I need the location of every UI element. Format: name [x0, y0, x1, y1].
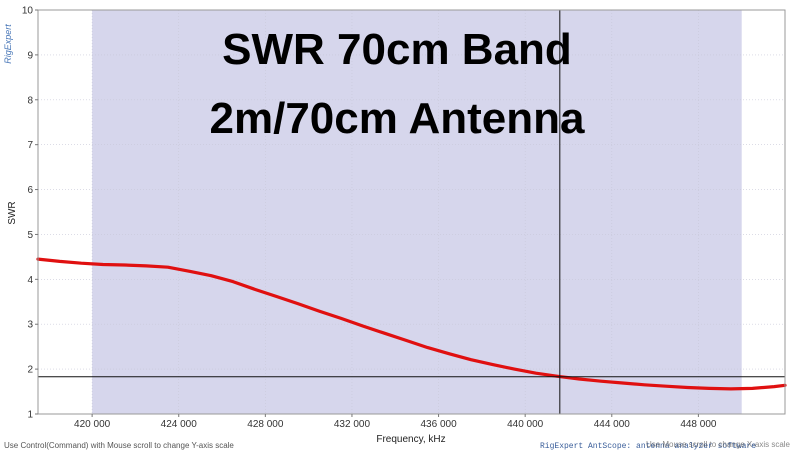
cursor-layer [38, 10, 785, 414]
chart-title: SWR 70cm Band [222, 25, 572, 74]
y-tick-label: 10 [22, 6, 34, 17]
y-tick-label: 8 [27, 95, 33, 106]
y-tick-label: 6 [27, 185, 33, 196]
x-tick-label: 440 000 [507, 419, 544, 430]
y-tick-labels: 1 2 3 4 5 6 7 8 9 10 [22, 6, 38, 421]
footer-right-credit: RigExpert AntScope: antenna analyzer sof… [540, 442, 756, 451]
y-tick-label: 3 [27, 320, 33, 331]
x-tick-label: 436 000 [420, 419, 457, 430]
y-axis-title: SWR [7, 201, 18, 224]
x-tick-labels: 420 000 424 000 428 000 432 000 436 000 440 0… [74, 414, 717, 430]
x-tick-label: 432 000 [334, 419, 371, 430]
x-tick-label: 444 000 [594, 419, 631, 430]
x-tick-label: 420 000 [74, 419, 111, 430]
brand-logo: RigExpert [3, 24, 13, 64]
footer-scroll-hint: Use Mouse scroll to change X-axis scale [646, 440, 791, 449]
y-tick-label: 2 [27, 365, 33, 376]
y-tick-label: 4 [27, 275, 33, 286]
y-tick-label: 7 [27, 140, 33, 151]
chart-subtitle: 2m/70cm Antenna [210, 94, 585, 143]
y-tick-label: 1 [27, 410, 33, 421]
x-axis-title: Frequency, kHz [376, 434, 445, 445]
highlight-band-layer [92, 10, 742, 414]
x-tick-label: 448 000 [680, 419, 717, 430]
grid-layer [38, 10, 785, 414]
y-tick-label: 9 [27, 50, 33, 61]
footer-left-hint: Use Control(Command) with Mouse scroll t… [4, 441, 234, 450]
x-tick-label: 428 000 [247, 419, 284, 430]
swr-series-line [36, 257, 787, 391]
y-tick-label: 5 [27, 230, 33, 241]
plot-frame [37, 9, 786, 415]
highlight-band [92, 10, 742, 414]
x-tick-label: 424 000 [161, 419, 198, 430]
series-layer [36, 257, 787, 391]
